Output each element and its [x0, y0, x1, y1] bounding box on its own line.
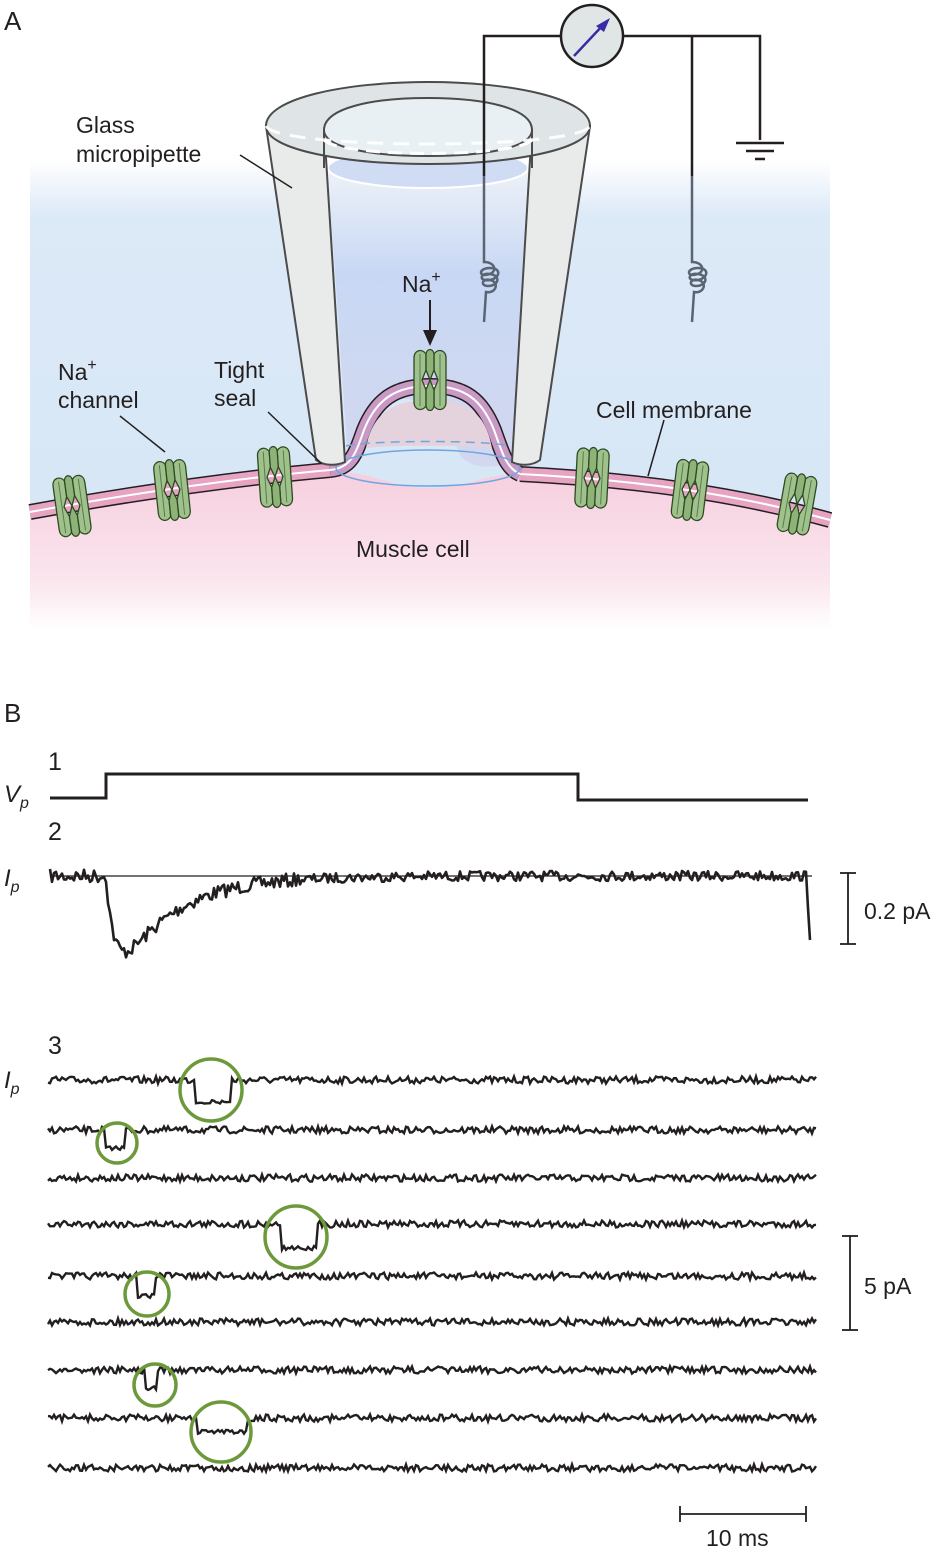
pipette-label-line1: Glass — [76, 112, 135, 138]
ammeter-icon — [559, 3, 625, 69]
panel-b-letter: B — [4, 698, 21, 728]
panel-a: A — [4, 3, 833, 630]
sweep-trace-8 — [47, 1411, 817, 1436]
sweep-trace-3 — [47, 1170, 817, 1185]
scale-label-time: 10 ms — [706, 1525, 769, 1551]
na-channel-3 — [256, 444, 294, 510]
scale-bar-0-2pa — [840, 872, 856, 945]
opening-circle-1 — [178, 1057, 244, 1123]
trace-3-number: 3 — [48, 1032, 62, 1060]
trace-1-label: Vp — [4, 781, 29, 812]
sweep-trace-5 — [47, 1269, 817, 1300]
na-channel-5 — [669, 457, 711, 523]
sweep-trace-4 — [47, 1216, 817, 1254]
panel-a-letter: A — [4, 6, 22, 36]
muscle-cell — [30, 471, 830, 630]
recording-circuit — [482, 34, 762, 176]
na-channel-patch — [413, 348, 447, 412]
opening-circle-5 — [132, 1362, 178, 1408]
opening-circle-2 — [95, 1121, 139, 1165]
voltage-step-trace — [50, 772, 808, 802]
trace-2-label: Ip — [4, 865, 20, 896]
sweep-trace-7 — [47, 1362, 817, 1393]
glass-micropipette-left-wall — [264, 125, 347, 466]
opening-circle-6 — [189, 1400, 253, 1464]
single-channel-sweeps — [46, 1072, 818, 1475]
ion-label: Na+ — [402, 269, 441, 297]
trace-3-label: Ip — [4, 1067, 20, 1098]
sweep-trace-2 — [47, 1122, 817, 1152]
scale-bar-5pa — [842, 1235, 858, 1331]
sweep-trace-9 — [47, 1460, 818, 1475]
glass-micropipette-right-wall — [510, 125, 592, 466]
seal-label-line2: seal — [214, 385, 256, 411]
scale-bar-10ms — [679, 1506, 807, 1522]
sweep-trace-6 — [46, 1314, 817, 1329]
seal-label-line1: Tight — [214, 357, 265, 383]
na-channel-2 — [152, 457, 192, 523]
membrane-label: Cell membrane — [596, 397, 752, 423]
pipette-solution — [328, 168, 528, 467]
cell-label: Muscle cell — [356, 536, 470, 562]
na-channel-4 — [573, 446, 611, 510]
bath-electrode — [687, 176, 708, 323]
channel-label-line1: Na+ — [58, 357, 97, 385]
panel-b: B 1 Vp 2 Ip 0.2 pA 3 Ip 5 pA — [4, 698, 931, 1551]
channel-label-line2: channel — [58, 387, 139, 413]
opening-circle-4 — [123, 1270, 171, 1318]
opening-highlights — [95, 1057, 329, 1464]
ensemble-current-trace — [48, 868, 812, 959]
scale-label-small: 0.2 pA — [864, 898, 931, 924]
trace-1-number: 1 — [48, 748, 62, 776]
pipette-electrode — [479, 176, 500, 323]
sweep-trace-1 — [47, 1072, 817, 1106]
opening-circle-3 — [263, 1204, 329, 1270]
pipette-label-line2: micropipette — [76, 141, 201, 167]
ground-icon — [736, 141, 784, 161]
trace-2-number: 2 — [48, 818, 62, 846]
scale-label-large: 5 pA — [864, 1273, 912, 1299]
